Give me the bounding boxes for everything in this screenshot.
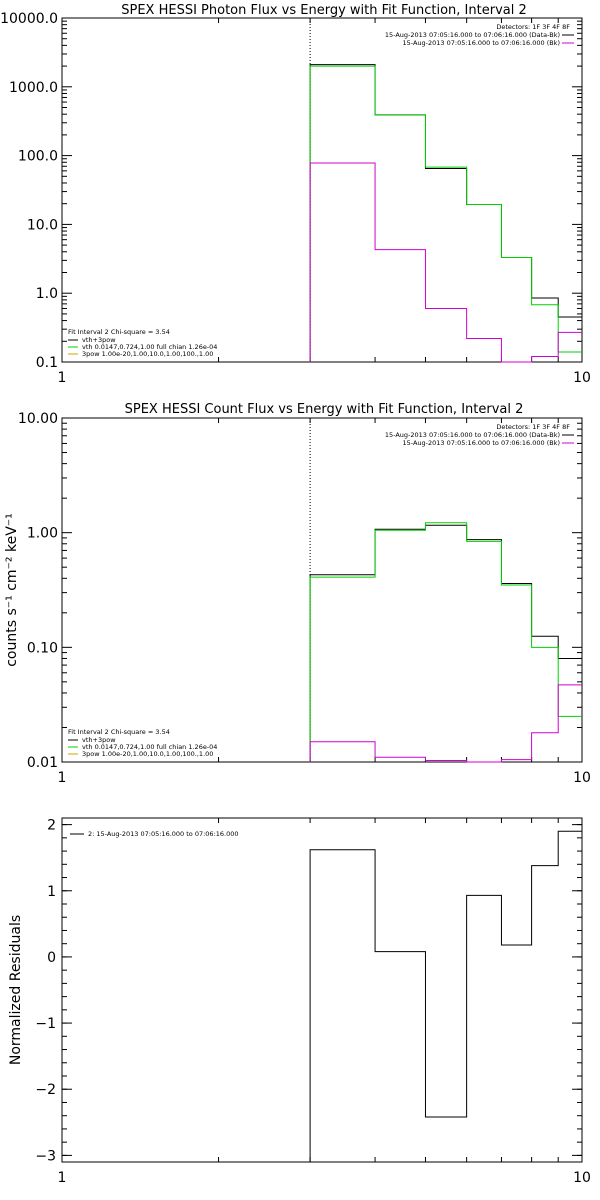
residuals-plot-frame [61, 817, 583, 1163]
legend-vth: vth 0.0147,0.724,1.00 full chian 1.26e-0… [82, 343, 217, 351]
count-flux-x-tick-label: 10 [573, 770, 591, 786]
count-flux-y-tick-label: 10.00 [18, 411, 58, 427]
count-flux-y-tick-label: 1.00 [27, 526, 58, 542]
legend-3pow: 3pow 1.00e-20,1.00,10.0,1.00,100.,1.00 [82, 750, 213, 758]
residuals-axes: 1 10 −3 −2 −1 0 1 2 [35, 818, 591, 1186]
count-flux-series [309, 522, 582, 763]
count-flux-y-tick-label: 0.01 [27, 755, 58, 771]
legend-3pow: 3pow 1.00e-20,1.00,10.0,1.00,100.,1.00 [82, 350, 213, 358]
photon-flux-y-tick-label: 100.0 [18, 149, 58, 165]
photon-flux-legend-upper-right: Detectors: 1F 3F 4F 8F 15-Aug-2013 07:05… [385, 23, 574, 47]
count-flux-legend-lower-left: Fit Interval 2 Chi-square = 3.54 vth+3po… [68, 728, 217, 758]
photon-flux-y-tick-label: 1000.0 [9, 80, 58, 96]
count-flux-series-black [309, 524, 582, 762]
residuals-series-black [309, 830, 582, 1162]
residuals-y-tick-label: −3 [35, 1148, 56, 1164]
photon-flux-series-black [309, 64, 582, 362]
residuals-y-tick-label: 2 [47, 818, 56, 834]
photon-flux-y-tick-label: 0.1 [36, 355, 58, 371]
residuals-series [309, 830, 582, 1162]
photon-flux-x-tick-label: 1 [58, 370, 67, 386]
residuals-x-tick-label: 1 [58, 1170, 67, 1186]
photon-flux-y-tick-label: 1.0 [36, 286, 58, 302]
count-flux-series-green [309, 522, 582, 762]
count-flux-y-tick-label: 0.10 [27, 640, 58, 656]
photon-flux-series-magenta [309, 162, 582, 363]
residuals-x-tick-label: 10 [573, 1170, 591, 1186]
legend-detectors: Detectors: 1F 3F 4F 8F [496, 423, 570, 431]
residuals-y-tick-label: −2 [35, 1082, 56, 1098]
residuals-y-tick-label: 1 [47, 884, 56, 900]
legend-vth: vth 0.0147,0.724,1.00 full chian 1.26e-0… [82, 743, 217, 751]
residuals-y-tick-label: −1 [35, 1016, 56, 1032]
photon-flux-legend-lower-left: Fit Interval 2 Chi-square = 3.54 vth+3po… [68, 328, 217, 358]
photon-flux-panel: SPEX HESSI Photon Flux vs Energy with Fi… [0, 3, 591, 386]
count-flux-x-tick-label: 1 [58, 770, 67, 786]
legend-detectors: Detectors: 1F 3F 4F 8F [496, 23, 570, 31]
legend-bk: 15-Aug-2013 07:05:16.000 to 07:06:16.000… [403, 439, 560, 447]
count-flux-ylabel: counts s⁻¹ cm⁻² keV⁻¹ [4, 513, 20, 667]
residuals-y-tick-label: 0 [47, 950, 56, 966]
legend-data-bk: 15-Aug-2013 07:05:16.000 to 07:06:16.000… [385, 431, 560, 439]
count-flux-panel: SPEX HESSI Count Flux vs Energy with Fit… [4, 402, 591, 786]
photon-flux-series [309, 64, 582, 363]
count-flux-plot-frame [61, 417, 583, 763]
photon-flux-y-tick-label: 10.0 [27, 217, 58, 233]
photon-flux-x-tick-label: 10 [573, 370, 591, 386]
count-flux-series-magenta [309, 684, 582, 763]
count-flux-legend-upper-right: Detectors: 1F 3F 4F 8F 15-Aug-2013 07:05… [385, 423, 574, 447]
legend-model: vth+3pow [82, 336, 116, 344]
legend-model: vth+3pow [82, 736, 116, 744]
residuals-panel: Normalized Residuals 1 10 −3 −2 −1 0 1 2 2: 15-… [8, 817, 591, 1186]
residuals-ylabel: Normalized Residuals [8, 915, 24, 1065]
photon-flux-y-tick-label: 10000.0 [0, 11, 58, 27]
count-flux-title: SPEX HESSI Count Flux vs Energy with Fit… [125, 402, 524, 417]
legend-fit-interval: Fit Interval 2 Chi-square = 3.54 [68, 328, 170, 336]
residuals-legend: 2: 15-Aug-2013 07:05:16.000 to 07:06:16.… [70, 830, 239, 838]
legend-data-bk: 15-Aug-2013 07:05:16.000 to 07:06:16.000… [385, 31, 560, 39]
legend-fit-interval: Fit Interval 2 Chi-square = 3.54 [68, 728, 170, 736]
photon-flux-axes: 1 10 0.1 1.0 10.0 100.0 1000.0 10000.0 [0, 11, 591, 386]
residuals-legend-label: 2: 15-Aug-2013 07:05:16.000 to 07:06:16.… [88, 830, 239, 838]
photon-flux-series-green [309, 65, 582, 362]
photon-flux-plot-frame [61, 17, 583, 363]
legend-bk: 15-Aug-2013 07:05:16.000 to 07:06:16.000… [403, 39, 560, 47]
photon-flux-title: SPEX HESSI Photon Flux vs Energy with Fi… [121, 3, 527, 18]
